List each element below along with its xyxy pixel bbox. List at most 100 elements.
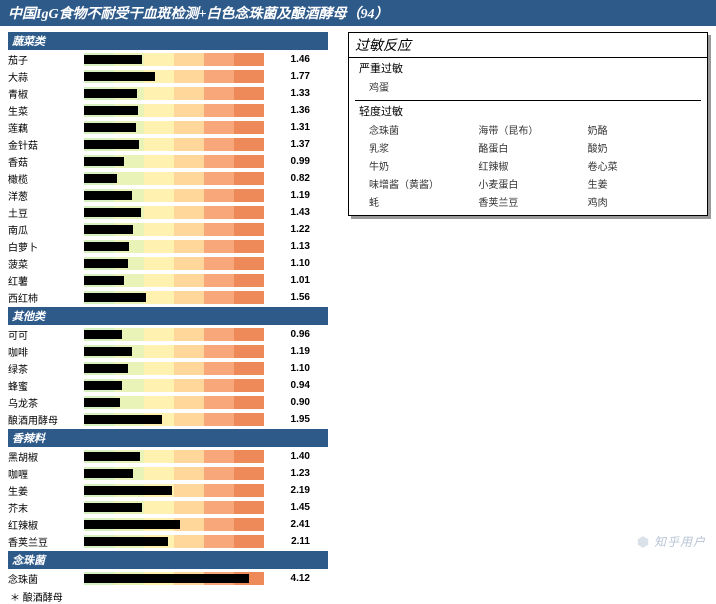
bar-segment bbox=[234, 535, 264, 548]
allergy-item: 酪蛋白 bbox=[478, 140, 587, 155]
bar-segment bbox=[204, 501, 234, 514]
food-label: 黑胡椒 bbox=[8, 449, 84, 464]
bar-segment bbox=[174, 484, 204, 497]
food-label: 咖喱 bbox=[8, 466, 84, 481]
bar-segment bbox=[234, 413, 264, 426]
food-label: 青椒 bbox=[8, 86, 84, 101]
allergy-item: 海带（昆布） bbox=[478, 122, 587, 137]
food-value: 1.43 bbox=[264, 207, 314, 218]
food-row: 金针菇1.37 bbox=[8, 136, 328, 152]
bar-segment bbox=[144, 274, 174, 287]
bar-track bbox=[84, 518, 264, 531]
allergy-items: 念珠菌海带（昆布）奶酪乳浆酪蛋白酸奶牛奶红辣椒卷心菜味增酱（黄酱）小麦蛋白生姜蚝… bbox=[349, 120, 707, 215]
bar-track bbox=[84, 206, 264, 219]
food-row: 可可0.96 bbox=[8, 326, 328, 342]
bar-segment bbox=[204, 274, 234, 287]
bar-track bbox=[84, 240, 264, 253]
bar-segment bbox=[234, 450, 264, 463]
bar-segment bbox=[234, 155, 264, 168]
bar-segment bbox=[204, 121, 234, 134]
bar-track bbox=[84, 450, 264, 463]
bar-segment bbox=[174, 379, 204, 392]
bar-segment bbox=[144, 223, 174, 236]
food-value: 1.10 bbox=[264, 258, 314, 269]
bar-track bbox=[84, 274, 264, 287]
food-value: 1.10 bbox=[264, 363, 314, 374]
bar-track bbox=[84, 501, 264, 514]
food-value: 2.19 bbox=[264, 485, 314, 496]
bar-segment bbox=[174, 257, 204, 270]
bar-segment bbox=[144, 189, 174, 202]
bar-segment bbox=[174, 223, 204, 236]
bar-fill bbox=[84, 381, 122, 390]
bar-fill bbox=[84, 364, 128, 373]
bar-segment bbox=[234, 121, 264, 134]
category-header: 香辣料 bbox=[8, 429, 328, 447]
bar-fill bbox=[84, 330, 122, 339]
allergy-item: 鸡肉 bbox=[588, 194, 697, 209]
bar-segment bbox=[204, 87, 234, 100]
bar-segment bbox=[204, 379, 234, 392]
page-title: 中国IgG食物不耐受干血斑检测+白色念珠菌及酿酒酵母（94） bbox=[0, 0, 716, 26]
food-value: 1.95 bbox=[264, 414, 314, 425]
bar-track bbox=[84, 138, 264, 151]
bar-segment bbox=[174, 138, 204, 151]
bar-segment bbox=[174, 206, 204, 219]
food-row: 生菜 1.36 bbox=[8, 102, 328, 118]
bar-segment bbox=[204, 535, 234, 548]
bar-segment bbox=[204, 328, 234, 341]
food-value: 1.40 bbox=[264, 451, 314, 462]
food-value: 1.13 bbox=[264, 241, 314, 252]
allergy-item: 香荚兰豆 bbox=[478, 194, 587, 209]
bar-track bbox=[84, 189, 264, 202]
bar-segment bbox=[144, 155, 174, 168]
bar-segment bbox=[144, 345, 174, 358]
watermark-text: 知乎用户 bbox=[654, 533, 706, 550]
bar-segment bbox=[234, 223, 264, 236]
bar-segment bbox=[174, 155, 204, 168]
bar-segment bbox=[144, 396, 174, 409]
bar-segment bbox=[144, 328, 174, 341]
bar-segment bbox=[234, 362, 264, 375]
bar-track bbox=[84, 104, 264, 117]
allergy-item: 牛奶 bbox=[369, 158, 478, 173]
bar-fill bbox=[84, 225, 133, 234]
bar-segment bbox=[234, 87, 264, 100]
food-row: 念珠菌4.12 bbox=[8, 570, 328, 586]
bar-track bbox=[84, 53, 264, 66]
bar-fill bbox=[84, 537, 168, 546]
food-label: 茄子 bbox=[8, 52, 84, 67]
bar-segment bbox=[234, 274, 264, 287]
food-value: 1.31 bbox=[264, 122, 314, 133]
bar-segment bbox=[234, 328, 264, 341]
food-label: 土豆 bbox=[8, 205, 84, 220]
food-label: 可可 bbox=[8, 327, 84, 342]
bar-segment bbox=[234, 53, 264, 66]
food-value: 1.33 bbox=[264, 88, 314, 99]
bar-track bbox=[84, 362, 264, 375]
bar-fill bbox=[84, 574, 249, 583]
bar-fill bbox=[84, 140, 139, 149]
bar-segment bbox=[204, 362, 234, 375]
food-row: 黑胡椒 1.40 bbox=[8, 448, 328, 464]
bar-segment bbox=[204, 138, 234, 151]
food-label: 菠菜 bbox=[8, 256, 84, 271]
bar-segment bbox=[144, 450, 174, 463]
bar-segment bbox=[234, 104, 264, 117]
food-value: 1.01 bbox=[264, 275, 314, 286]
bar-segment bbox=[204, 70, 234, 83]
food-value: 1.46 bbox=[264, 54, 314, 65]
food-row: 香荚兰豆2.11 bbox=[8, 533, 328, 549]
main-area: 蔬菜类茄子1.46大蒜1.77青椒1.33生菜1.36莲藕1.31金针菇1.37… bbox=[0, 26, 716, 604]
bar-segment bbox=[204, 413, 234, 426]
food-label: 金针菇 bbox=[8, 137, 84, 152]
food-label: 生菜 bbox=[8, 103, 84, 118]
bar-segment bbox=[174, 121, 204, 134]
bar-track bbox=[84, 223, 264, 236]
food-label: 芥末 bbox=[8, 500, 84, 515]
food-value: 1.36 bbox=[264, 105, 314, 116]
bar-segment bbox=[234, 257, 264, 270]
bar-segment bbox=[234, 70, 264, 83]
bar-segment bbox=[204, 53, 234, 66]
food-value: 0.94 bbox=[264, 380, 314, 391]
